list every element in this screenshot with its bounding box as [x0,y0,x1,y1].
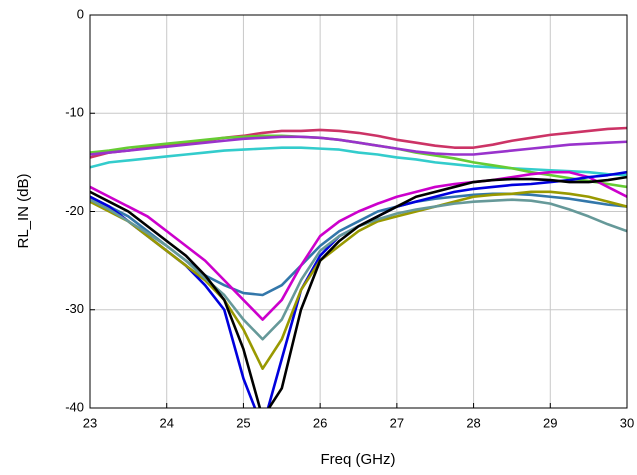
y-tick-label: -20 [65,203,84,218]
x-axis-title: Freq (GHz) [321,451,396,468]
y-tick-label: -40 [65,399,84,414]
y-tick-label: 0 [77,6,84,21]
x-tick-label: 24 [159,415,173,430]
x-tick-label: 30 [620,415,634,430]
x-tick-label: 25 [236,415,250,430]
x-tick-label: 26 [313,415,327,430]
y-axis-title: RL_IN (dB) [15,173,32,248]
x-tick-label: 23 [83,415,97,430]
line-series [90,190,627,370]
line-series [90,175,627,408]
plot-frame [89,14,628,409]
line-series [90,170,627,321]
y-tick-label: -10 [65,105,84,120]
line-series [90,146,627,177]
x-tick-label: 29 [543,415,557,430]
x-tick-label: 27 [390,415,404,430]
x-tick-label: 28 [466,415,480,430]
line-series [90,135,627,156]
y-tick-label: -30 [65,301,84,316]
series-group [90,126,627,408]
